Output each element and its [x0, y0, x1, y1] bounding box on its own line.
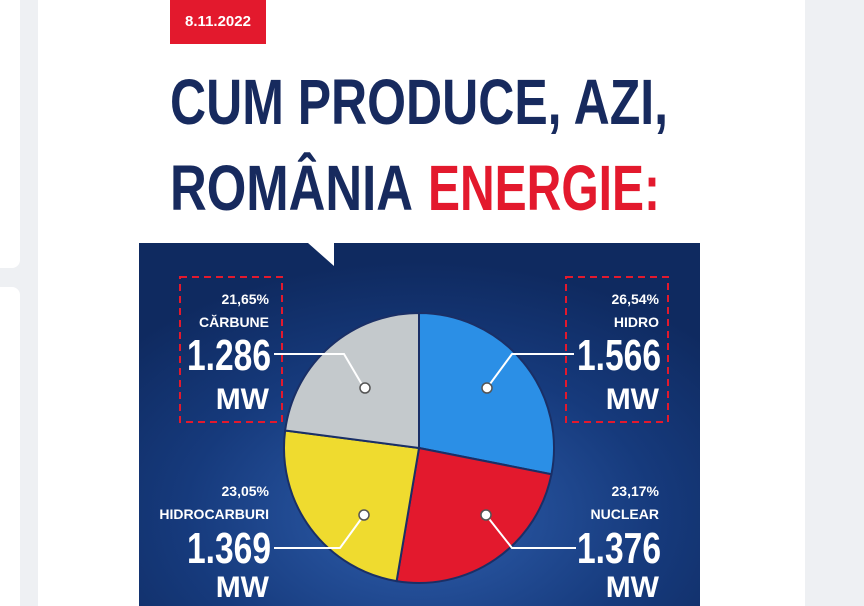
- date-badge: [170, 0, 266, 44]
- category-label: HIDRO: [614, 314, 659, 330]
- title-highlight: ENERGIE:: [428, 152, 660, 224]
- side-card: [0, 0, 20, 268]
- unit-label: MW: [606, 571, 660, 604]
- marker: [358, 509, 370, 521]
- connector: [274, 514, 365, 549]
- category-label: CĂRBUNE: [199, 314, 269, 330]
- unit-label: MW: [216, 383, 270, 416]
- pie-slice: [283, 429, 421, 583]
- power-label: 1.369: [187, 524, 271, 573]
- connectors: [274, 353, 576, 549]
- percent-label: 23,05%: [222, 483, 270, 499]
- unit-label: MW: [606, 383, 660, 416]
- marker: [359, 382, 371, 394]
- power-label: 1.566: [577, 331, 661, 380]
- percent-label: 23,17%: [612, 483, 660, 499]
- category-label: HIDROCARBURI: [159, 506, 269, 522]
- pie-slice: [284, 311, 420, 450]
- title-line: ROMÂNIA: [170, 151, 413, 224]
- connector: [274, 353, 365, 389]
- percent-label: 26,54%: [612, 291, 660, 307]
- highlight-box: [565, 276, 669, 423]
- category-label: NUCLEAR: [591, 506, 659, 522]
- title-line: CUM PRODUCE, AZI,: [170, 66, 668, 138]
- labels: 21,65% CĂRBUNE 1.286 MW 26,54% HIDRO 1.5…: [159, 291, 661, 604]
- connector: [486, 353, 574, 389]
- side-card: [0, 287, 20, 606]
- marker: [481, 382, 493, 394]
- marker: [480, 509, 492, 521]
- percent-label: 21,65%: [222, 291, 270, 307]
- pie-slice: [395, 446, 553, 584]
- date: 8.11.2022: [185, 13, 251, 30]
- panel-notch: [308, 243, 334, 266]
- connector: [485, 514, 576, 549]
- power-label: 1.286: [187, 331, 271, 380]
- highlight-box: [179, 276, 283, 423]
- markers: [358, 382, 493, 521]
- power-label: 1.376: [577, 524, 661, 573]
- unit-label: MW: [216, 571, 270, 604]
